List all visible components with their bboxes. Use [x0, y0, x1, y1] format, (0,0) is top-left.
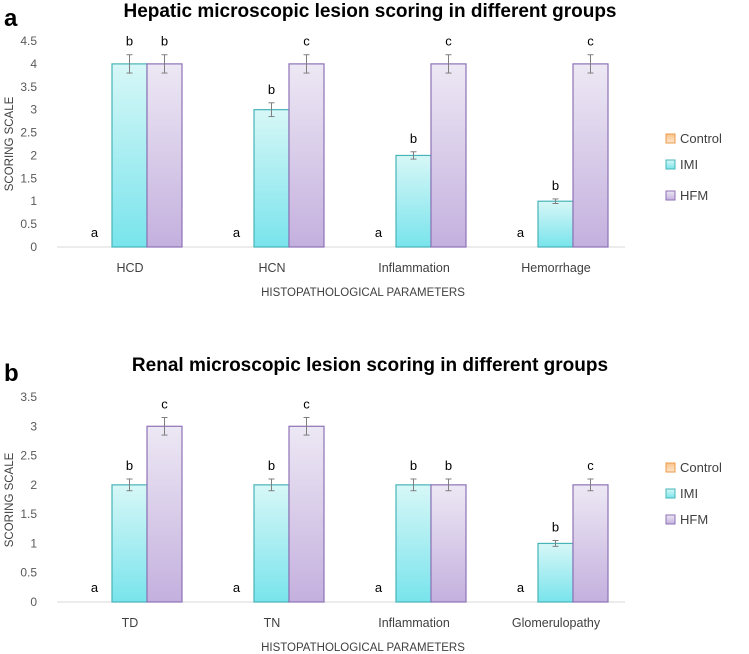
panel-letter: a	[4, 5, 18, 32]
y-tick-label: 3.5	[20, 80, 37, 94]
category-label: Inflammation	[378, 261, 450, 275]
legend-label: Control	[680, 460, 722, 475]
y-axis-label: SCORING SCALE	[4, 452, 16, 547]
legend-swatch-control	[665, 133, 676, 144]
significance-letter: a	[375, 225, 383, 240]
y-tick-label: 1	[30, 194, 37, 208]
panel-letter: b	[4, 360, 19, 387]
chart-panel-b: b Renal microscopic lesion scoring in dif…	[4, 355, 722, 654]
legend-label: Control	[680, 131, 722, 146]
legend: Control IMI HFM	[665, 131, 722, 203]
bar-hfm	[288, 63, 325, 248]
significance-letter: a	[375, 580, 383, 595]
legend-label: HFM	[680, 512, 708, 527]
category-label: HCN	[258, 261, 285, 275]
legend-label: IMI	[680, 157, 698, 172]
y-tick-label: 3	[30, 419, 37, 433]
x-axis-label: HISTOPATHOLOGICAL PARAMETERS	[261, 642, 465, 654]
legend-label: HFM	[680, 188, 708, 203]
y-tick-label: 4.5	[20, 34, 37, 48]
significance-letter: b	[268, 458, 275, 473]
significance-letter: b	[161, 34, 168, 49]
significance-letter: b	[268, 82, 275, 97]
significance-letter: b	[126, 458, 133, 473]
significance-letter: b	[126, 34, 133, 49]
y-axis-label: SCORING SCALE	[4, 96, 16, 191]
bar-imi	[537, 200, 574, 248]
legend-swatch-control	[665, 462, 676, 473]
significance-letter: a	[91, 225, 99, 240]
legend: Control IMI HFM	[665, 460, 722, 527]
category-label: HCD	[116, 261, 143, 275]
significance-letter: a	[91, 580, 99, 595]
category-label: Glomerulopathy	[512, 616, 601, 630]
y-tick-label: 0	[30, 240, 37, 254]
y-tick-label: 1.5	[20, 171, 37, 185]
y-tick-label: 2.5	[20, 449, 37, 463]
x-axis-label: HISTOPATHOLOGICAL PARAMETERS	[261, 287, 465, 299]
y-tick-label: 2	[30, 478, 37, 492]
y-tick-label: 2	[30, 148, 37, 162]
category-label: Inflammation	[378, 616, 450, 630]
legend-swatch-hfm	[665, 190, 676, 201]
category-label: Hemorrhage	[521, 261, 591, 275]
y-tick-label: 3.5	[20, 390, 37, 404]
y-tick-label: 1.5	[20, 507, 37, 521]
category-label: TN	[264, 616, 281, 630]
significance-letter: c	[303, 397, 310, 412]
bar-imi	[253, 109, 290, 248]
significance-letter: b	[552, 178, 559, 193]
bar-imi	[395, 154, 432, 248]
significance-letter: a	[233, 580, 241, 595]
bar-imi	[395, 484, 432, 603]
y-tick-label: 0.5	[20, 217, 37, 231]
significance-letter: b	[445, 458, 452, 473]
significance-letter: a	[233, 225, 241, 240]
significance-letter: c	[303, 34, 310, 49]
legend-swatch-hfm	[665, 514, 676, 525]
bar-hfm	[572, 484, 609, 603]
legend-label: IMI	[680, 486, 698, 501]
y-tick-label: 4	[30, 57, 37, 71]
bar-imi	[537, 542, 574, 603]
significance-letter: b	[552, 520, 559, 535]
category-label: TD	[122, 616, 139, 630]
significance-letter: c	[587, 458, 594, 473]
y-tick-label: 0	[30, 595, 37, 609]
bar-imi	[253, 484, 290, 603]
y-tick-label: 2.5	[20, 126, 37, 140]
significance-letter: a	[517, 580, 525, 595]
bar-hfm	[288, 425, 325, 603]
bar-hfm	[430, 63, 467, 248]
bar-imi	[111, 63, 148, 248]
y-tick-label: 0.5	[20, 566, 37, 580]
significance-letter: c	[587, 34, 594, 49]
bar-imi	[111, 484, 148, 603]
y-tick-label: 1	[30, 536, 37, 550]
significance-letter: b	[410, 131, 417, 146]
significance-letter: c	[445, 34, 452, 49]
bar-hfm	[430, 484, 467, 603]
legend-swatch-imi	[665, 159, 676, 170]
y-tick-label: 3	[30, 103, 37, 117]
significance-letter: c	[161, 397, 168, 412]
legend-swatch-imi	[665, 488, 676, 499]
chart-title: Hepatic microscopic lesion scoring in di…	[123, 1, 616, 22]
significance-letter: b	[410, 458, 417, 473]
bar-hfm	[572, 63, 609, 248]
significance-letter: a	[517, 225, 525, 240]
bar-hfm	[146, 63, 183, 248]
chart-panel-a: a Hepatic microscopic lesion scoring in d…	[4, 1, 722, 299]
chart-title: Renal microscopic lesion scoring in diff…	[132, 355, 608, 376]
bar-hfm	[146, 425, 183, 603]
